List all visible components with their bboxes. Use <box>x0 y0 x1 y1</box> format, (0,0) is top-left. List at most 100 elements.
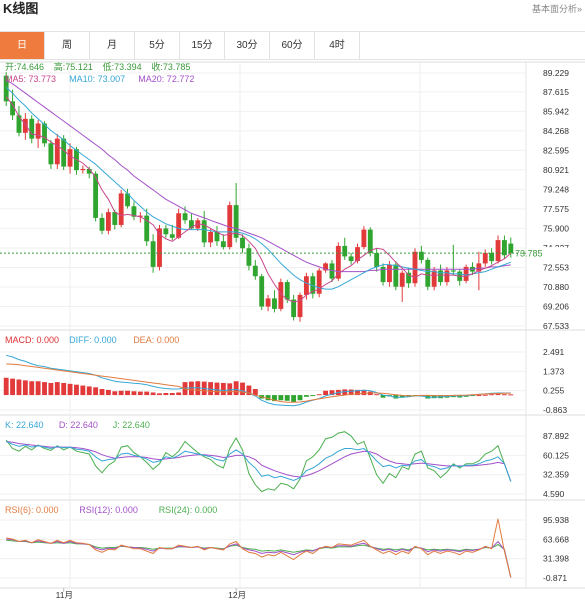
candle-body <box>335 245 341 279</box>
macd-bar <box>35 381 41 396</box>
page-title: K线图 <box>3 1 39 16</box>
rsi-tick-label: 63.668 <box>543 534 569 544</box>
price-tick-label: 72.553 <box>543 262 569 272</box>
macd-bar <box>342 389 348 396</box>
candle-body <box>348 256 354 262</box>
macd-bar <box>380 395 386 398</box>
tab-7[interactable]: 4时 <box>315 32 360 59</box>
candle-body <box>137 215 143 217</box>
candle-body <box>501 240 507 256</box>
ohlc-legend-item: 收:73.785 <box>151 61 190 72</box>
timeframe-tabs: 日周月 5分 15分 30分 60分 4时 <box>0 31 585 60</box>
tab-6[interactable]: 60分 <box>270 32 315 59</box>
candle-body <box>29 118 35 139</box>
candle-body <box>297 294 303 318</box>
x-tick-label: 12月 <box>228 590 246 600</box>
macd-legend-item: MACD: 0.000 <box>5 335 59 345</box>
rsi-tick-label: -0.871 <box>543 573 567 583</box>
candle-body <box>86 168 92 174</box>
candle-body <box>214 231 220 242</box>
candle-body <box>374 252 380 267</box>
macd-bar <box>284 395 290 401</box>
candle-body <box>233 205 239 238</box>
price-tick-label: 69.206 <box>543 301 569 311</box>
candle-body <box>10 101 16 116</box>
rsi-tick-label: 95.938 <box>543 515 569 525</box>
candle-body <box>227 205 233 248</box>
candle-body <box>431 270 437 287</box>
candle-body <box>476 263 482 272</box>
candle-body <box>16 115 22 133</box>
candle-body <box>54 138 60 165</box>
macd-bar <box>303 395 309 397</box>
fundamental-analysis-link[interactable]: 基本面分析» <box>531 4 582 14</box>
macd-bar <box>355 389 360 396</box>
candle-body <box>182 213 188 221</box>
macd-bar <box>361 389 367 396</box>
macd-bar <box>22 380 28 396</box>
macd-bar <box>310 395 316 397</box>
rsi-legend-item: RSI(12): 0.000 <box>79 505 138 515</box>
tab-1[interactable]: 周 <box>45 32 90 59</box>
macd-bar <box>189 381 194 396</box>
price-tick-label: 79.248 <box>543 184 569 194</box>
tab-0[interactable]: 日 <box>0 32 45 59</box>
candle-body <box>259 276 265 307</box>
macd-bar <box>227 383 233 396</box>
ohlc-legend-item: 高:75.121 <box>54 61 93 72</box>
candle-body <box>105 212 111 231</box>
macd-bar <box>93 387 99 396</box>
candle-body <box>361 229 367 248</box>
price-tick-label: 67.533 <box>543 321 569 331</box>
candle-body <box>61 138 67 167</box>
candle-body <box>201 220 207 243</box>
macd-bar <box>489 394 495 396</box>
price-tick-label: 77.575 <box>543 204 569 214</box>
macd-bar <box>137 391 143 396</box>
candle-body <box>495 240 501 262</box>
macd-bar <box>80 385 86 396</box>
macd-bar <box>74 384 79 396</box>
candle-body <box>22 118 28 133</box>
candle-body <box>399 272 405 287</box>
last-price-box <box>527 247 567 260</box>
rsi6-line <box>6 518 512 578</box>
macd-bar <box>246 385 252 396</box>
x-tick-label: 11月 <box>56 590 73 600</box>
macd-bar <box>482 394 488 396</box>
d-line <box>6 441 512 482</box>
ohlc-legend-item: 开:74.646 <box>5 62 44 72</box>
price-tick-label: 89.229 <box>543 68 569 78</box>
macd-bar <box>501 394 507 396</box>
candle-body <box>412 251 418 284</box>
macd-tick-label: 2.491 <box>543 347 565 357</box>
candle-body <box>450 270 456 272</box>
kdj-tick-label: 32.359 <box>543 470 569 480</box>
kdj-legend-item: D: 22.640 <box>59 420 98 430</box>
macd-tick-label: 1.373 <box>543 366 565 376</box>
kdj-tick-label: 60.125 <box>543 450 569 460</box>
tab-5[interactable]: 30分 <box>225 32 270 59</box>
candle-body <box>93 173 99 218</box>
candle-body <box>342 245 348 257</box>
macd-bar <box>54 382 60 396</box>
macd-bar <box>29 381 35 396</box>
tab-2[interactable]: 月 <box>90 32 135 59</box>
macd-bar <box>240 382 245 396</box>
candle-body <box>189 220 194 229</box>
candle-body <box>303 276 309 295</box>
tab-4[interactable]: 15分 <box>180 32 225 59</box>
last-price-label: 73.785 <box>515 249 543 259</box>
candle-body <box>310 276 316 294</box>
diff-line <box>6 354 511 407</box>
macd-bar <box>61 382 67 396</box>
tab-3[interactable]: 5分 <box>135 32 180 59</box>
candle-body <box>393 264 399 287</box>
candle-body <box>240 237 245 249</box>
dea-line <box>6 363 511 403</box>
macd-bar <box>233 381 239 396</box>
price-tick-label: 84.268 <box>543 126 569 136</box>
macd-bar <box>508 394 514 396</box>
rsi-legend-item: RSI(6): 0.000 <box>5 505 59 515</box>
candle-body <box>387 264 392 283</box>
